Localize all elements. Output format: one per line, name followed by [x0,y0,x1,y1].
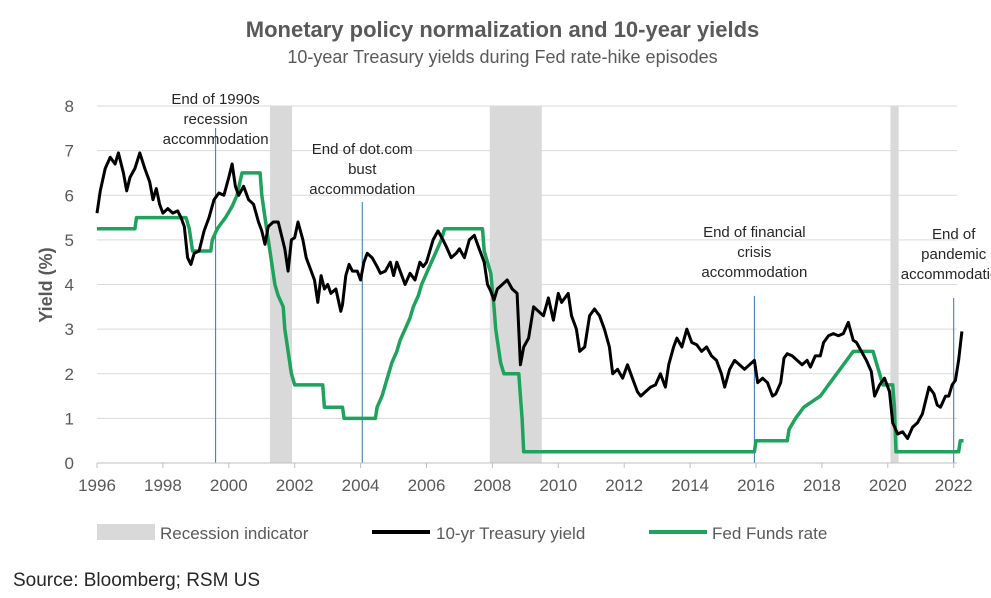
legend-treasury-label: 10-yr Treasury yield [436,524,585,543]
legend-recession-swatch [97,524,155,540]
x-tick-label: 2002 [276,476,314,495]
recession-band [269,106,293,463]
y-tick-label: 2 [65,365,74,384]
annotation-line-text: accommodation [309,181,415,198]
x-tick-label: 2012 [605,476,643,495]
annotation-lines [215,128,955,463]
legend-recession-label: Recession indicator [160,524,309,543]
y-tick-label: 4 [65,276,74,295]
recession-band [489,106,542,463]
x-tick-label: 2004 [342,476,380,495]
x-tick-label: 2000 [210,476,248,495]
annotation-line-text: End of dot.com [312,141,413,158]
y-tick-label: 6 [65,186,74,205]
legend-fedfunds-label: Fed Funds rate [712,524,827,543]
fed-funds-line [97,171,964,454]
recession-shading [269,106,899,463]
legend: Recession indicator 10-yr Treasury yield… [97,524,827,543]
x-tick-label: 2010 [539,476,577,495]
annotation-line-text: accommodation [163,131,269,148]
y-tick-label: 5 [65,231,74,250]
chart-subtitle: 10-year Treasury yields during Fed rate-… [287,47,718,67]
annotation-line-text: bust [348,161,377,178]
x-tick-label: 2018 [803,476,841,495]
annotation-line-text: End of financial [703,224,806,241]
annotation-label: End of financial crisis accommodation [701,224,807,281]
annotation-label: End of dot.com bust accommodation [309,141,415,198]
annotation-line-text: pandemic [921,246,987,263]
annotation-line-text: accommodation [701,264,807,281]
annotation-line-text: End of [932,226,976,243]
y-tick-label: 7 [65,142,74,161]
x-tick-label: 2014 [671,476,709,495]
source-note: Source: Bloomberg; RSM US [13,570,261,591]
recession-band [890,106,899,463]
annotation-label: End of pandemic accommodation [901,226,991,283]
x-tick-label: 2020 [869,476,907,495]
x-tick-label: 2022 [935,476,973,495]
annotation-label: End of 1990s recession accommodation [163,91,269,148]
y-axis-label: Yield (%) [36,247,56,322]
y-tick-label: 0 [65,454,74,473]
y-tick-label: 3 [65,320,74,339]
annotation-line-text: crisis [737,244,771,261]
series-lines [95,151,964,454]
treasury-yield-line [95,151,964,440]
annotation-line-text: accommodation [901,266,991,283]
annotation-line-text: End of 1990s [171,91,259,108]
x-tick-label: 2006 [408,476,446,495]
chart-title: Monetary policy normalization and 10-yea… [245,17,760,42]
x-tick-label: 2016 [737,476,775,495]
y-tick-label: 8 [65,97,74,116]
y-tick-label: 1 [65,409,74,428]
axes: 0 1 2 3 4 5 6 7 8 1996 1998 2000 2002 2004 2006 2008 201… [65,97,973,495]
x-tick-label: 2008 [473,476,511,495]
x-tick-label: 1998 [144,476,182,495]
annotation-line-text: recession [184,111,248,128]
x-tick-label: 1996 [78,476,116,495]
